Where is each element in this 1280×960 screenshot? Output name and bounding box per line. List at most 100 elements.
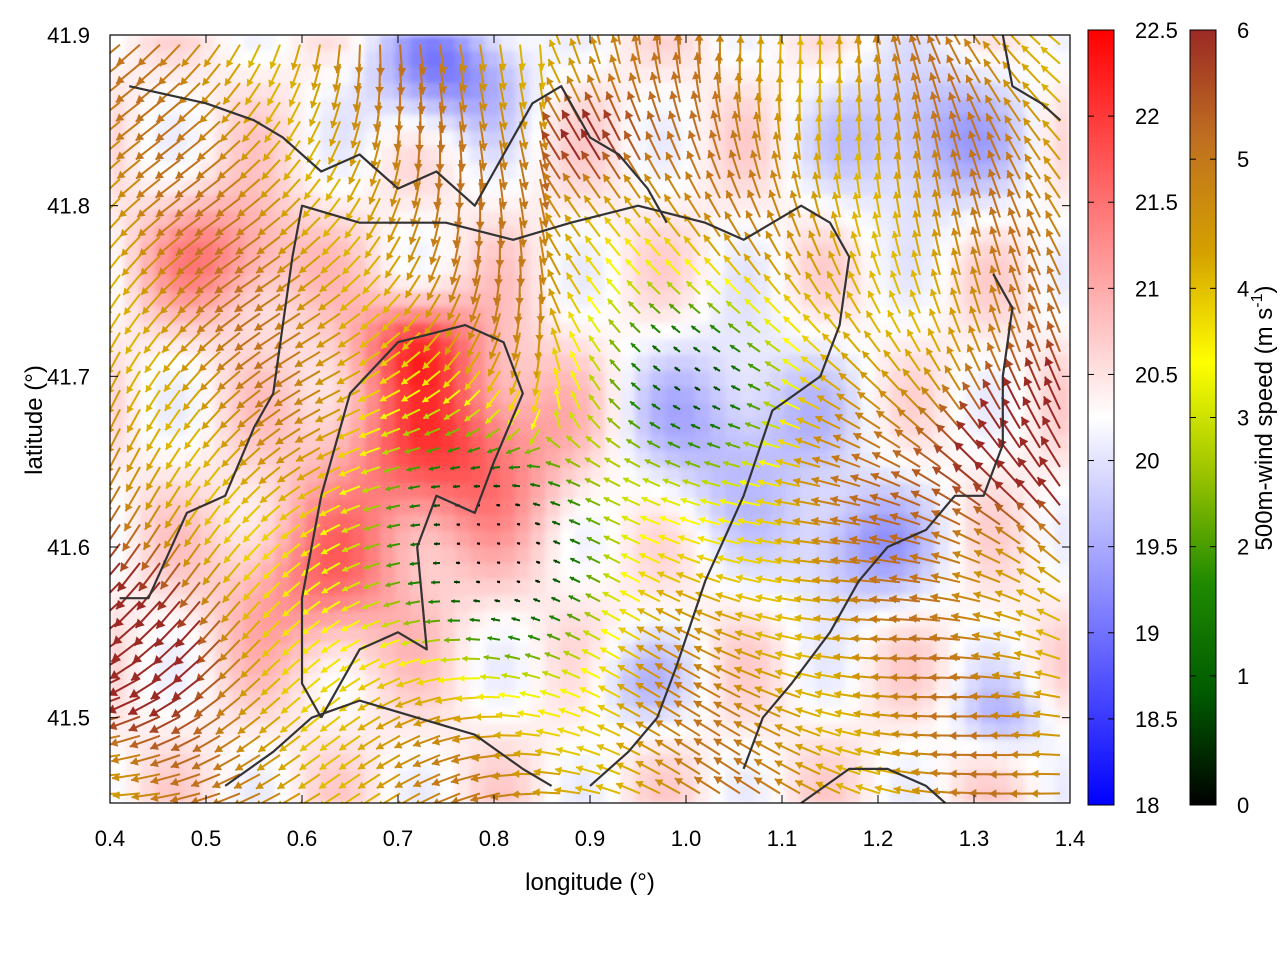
heatmap-cell [365,451,381,468]
heatmap-cell [125,35,141,52]
heatmap-cell [365,403,381,420]
heatmap-cell [635,99,651,116]
heatmap-cell [770,227,786,244]
heatmap-cell [185,115,201,132]
heatmap-cell [395,355,411,372]
heatmap-cell [455,147,471,164]
heatmap-cell [470,595,486,612]
heatmap-cell [905,659,921,676]
heatmap-cell [380,259,396,276]
heatmap-cell [650,291,666,308]
heatmap-cell [770,131,786,148]
heatmap-cell [1055,659,1070,676]
heatmap-cell [995,787,1011,803]
heatmap-cell [245,483,261,500]
heatmap-cell [485,499,501,516]
heatmap-cell [485,83,501,100]
heatmap-cell [605,243,621,260]
heatmap-cell [395,547,411,564]
heatmap-cell [860,259,876,276]
heatmap-cell [230,579,246,596]
heatmap-cell [485,595,501,612]
heatmap-cell [455,531,471,548]
heatmap-cell [1055,563,1070,580]
heatmap-cell [980,691,996,708]
heatmap-cell [830,259,846,276]
heatmap-cell [935,707,951,724]
heatmap-cell [1040,67,1056,84]
heatmap-cell [845,179,861,196]
heatmap-cell [320,291,336,308]
heatmap-cell [935,291,951,308]
heatmap-cell [140,243,156,260]
heatmap-cell [980,659,996,676]
heatmap-cell [785,291,801,308]
heatmap-cell [950,35,966,52]
heatmap-cell [995,307,1011,324]
heatmap-cell [860,659,876,676]
heatmap-cell [725,35,741,52]
heatmap-cell [890,659,906,676]
heatmap-cell [350,291,366,308]
heatmap-cell [410,563,426,580]
heatmap-cell [485,115,501,132]
heatmap-cell [680,435,696,452]
heatmap-cell [740,99,756,116]
heatmap-cell [695,99,711,116]
heatmap-cell [245,579,261,596]
heatmap-cell [1055,595,1070,612]
heatmap-cell [590,755,606,772]
heatmap-cell [800,35,816,52]
heatmap-cell [335,227,351,244]
heatmap-cell [485,243,501,260]
heatmap-cell [680,115,696,132]
heatmap-cell [260,35,276,52]
heatmap-cell [1025,51,1041,68]
heatmap-cell [200,739,216,756]
heatmap-cell [785,51,801,68]
heatmap-cell [500,243,516,260]
heatmap-cell [425,179,441,196]
heatmap-cell [665,403,681,420]
heatmap-cell [725,51,741,68]
heatmap-cell [470,547,486,564]
heatmap-cell [875,275,891,292]
heatmap-cell [155,259,171,276]
heatmap-cell [1025,35,1041,52]
heatmap-cell [125,291,141,308]
heatmap-cell [155,67,171,84]
heatmap-cell [485,563,501,580]
heatmap-cell [635,403,651,420]
heatmap-cell [515,467,531,484]
heatmap-cell [665,115,681,132]
heatmap-cell [365,51,381,68]
heatmap-cell [365,35,381,52]
heatmap-cell [920,115,936,132]
heatmap-cell [110,99,126,116]
heatmap-cell [635,339,651,356]
heatmap-cell [440,563,456,580]
heatmap-cell [380,51,396,68]
heatmap-cell [440,611,456,628]
heatmap-cell [395,451,411,468]
heatmap-cell [500,323,516,340]
heatmap-cell [620,355,636,372]
heatmap-cell [680,307,696,324]
heatmap-cell [650,131,666,148]
heatmap-cell [320,403,336,420]
heatmap-cell [170,35,186,52]
heatmap-cell [380,755,396,772]
heatmap-cell [560,787,576,803]
heatmap-cell [845,307,861,324]
heatmap-cell [845,339,861,356]
heatmap-cell [380,275,396,292]
heatmap-cell [920,275,936,292]
heatmap-cell [845,563,861,580]
heatmap-cell [500,531,516,548]
heatmap-cell [425,131,441,148]
heatmap-cell [455,35,471,52]
heatmap-cell [410,131,426,148]
heatmap-cell [740,115,756,132]
heatmap-cell [935,307,951,324]
heatmap-cell [590,467,606,484]
